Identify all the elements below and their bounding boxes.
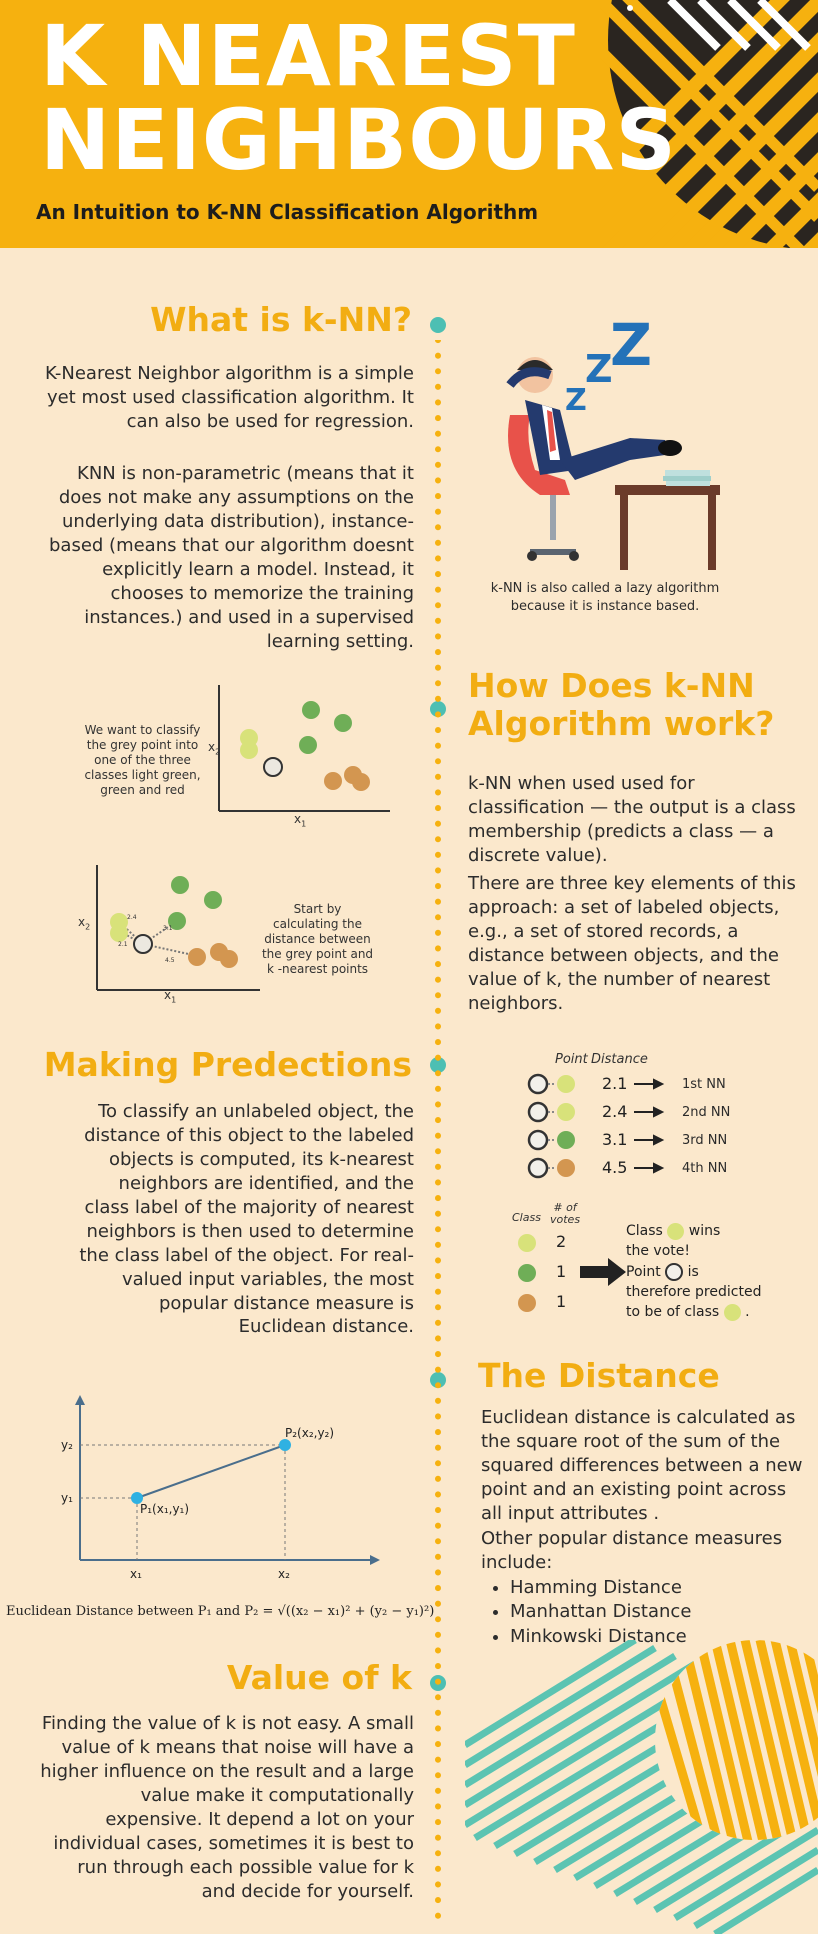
- y-axis-arrow-icon: [75, 1395, 85, 1405]
- nn-rank: 2nd NN: [682, 1105, 731, 1120]
- scatter-plot-2: 2.4 2.1 3.1 4.5: [96, 865, 260, 991]
- distance-others-intro: Other popular distance measures include:: [481, 1528, 783, 1573]
- distance-label: 4.5: [165, 957, 175, 964]
- how-heading-line-1: How Does k-NN: [468, 666, 755, 705]
- table-header-distance: Distance: [591, 1052, 648, 1067]
- winner-class-icon: [667, 1222, 685, 1240]
- timeline-node: [430, 1057, 446, 1073]
- svg-text:Z: Z: [610, 320, 652, 379]
- nn-distance: 2.1: [602, 1074, 628, 1093]
- distance-line: [142, 920, 178, 945]
- euclidean-graph: y₂ y₁ x₁ x₂ P₁(x₁,y₁) P₂(x₂,y₂): [61, 1395, 380, 1581]
- x1-label: x₁: [130, 1567, 142, 1581]
- red-point: [324, 772, 342, 790]
- nn-green: [557, 1131, 575, 1149]
- votes-graphics: [518, 1234, 626, 1312]
- timeline-node: [430, 317, 446, 333]
- green-point: [299, 736, 317, 754]
- distance-heading: The Distance: [478, 1356, 720, 1395]
- what-is-heading: What is k-NN?: [150, 300, 412, 339]
- predictions-para: To classify an unlabeled object, the dis…: [79, 1101, 414, 1338]
- plot1-x-label: x1: [294, 812, 307, 829]
- grey-query-point: [263, 757, 283, 777]
- timeline-node: [430, 701, 446, 717]
- plot2-y-label: x2: [78, 915, 91, 932]
- euclidean-formula: Euclidean Distance between P₁ and P₂ = √…: [6, 1604, 435, 1619]
- nn-rank: 4th NN: [682, 1161, 728, 1176]
- arrow-icon: [580, 1258, 626, 1286]
- lazy-caption: k-NN is also called a lazy algorithm bec…: [490, 581, 720, 614]
- predicted-class-icon: [723, 1303, 741, 1321]
- p1-label: P₁(x₁,y₁): [140, 1502, 189, 1516]
- scatter-plot-1: [218, 685, 390, 812]
- timeline-dotted-line: [435, 340, 441, 1930]
- value-k-heading: Value of k: [226, 1658, 412, 1697]
- plot2-description: Start by calculating the distance betwee…: [261, 902, 374, 976]
- nn-red: [557, 1159, 575, 1177]
- nn-distance: 3.1: [602, 1130, 628, 1149]
- vote-count: 1: [556, 1262, 567, 1281]
- how-para-2: There are three key elements of this app…: [468, 873, 796, 1014]
- p2-label: P₂(x₂,y₂): [285, 1426, 334, 1440]
- distance-label: 2.1: [118, 941, 128, 948]
- distance-measure-item: Hamming Distance: [510, 1576, 691, 1600]
- x-axis-arrow-icon: [370, 1555, 380, 1565]
- distance-measure-item: Minkowski Distance: [510, 1625, 691, 1649]
- red-point: [352, 773, 370, 791]
- bottom-stripe-decoration: [465, 1640, 818, 1934]
- x2-label: x₂: [278, 1567, 290, 1581]
- title-line-2: NEIGHBOURS: [40, 91, 678, 189]
- plot1-description: We want to classify the grey point into …: [84, 723, 201, 797]
- y2-label: y₂: [61, 1438, 73, 1452]
- votes-header-class: Class: [512, 1211, 541, 1224]
- nn-rank: 3rd NN: [682, 1133, 728, 1148]
- how-para-1: k-NN when used used for classification —…: [468, 773, 796, 866]
- what-is-para-1: K-Nearest Neighbor algorithm is a simple…: [44, 363, 414, 432]
- stripe-pattern-decoration: [600, 0, 818, 248]
- sleeping-man-illustration: Z Z Z: [506, 320, 720, 570]
- y1-label: y₁: [61, 1491, 73, 1505]
- query-point-icon: [665, 1262, 684, 1281]
- plot1-y-label: x2: [208, 740, 221, 757]
- table-header-point: Point: [555, 1052, 588, 1067]
- predictions-heading: Making Predections: [43, 1045, 412, 1084]
- distance-label: 2.4: [127, 914, 137, 921]
- distance-measure-item: Manhattan Distance: [510, 1600, 691, 1624]
- vote-result: Class wins the vote! Point is therefore …: [626, 1222, 762, 1321]
- vote-count: 2: [556, 1232, 567, 1251]
- what-is-para-2: KNN is non-parametric (means that it doe…: [49, 463, 414, 652]
- svg-text:Z: Z: [585, 347, 613, 391]
- point-p2: [279, 1439, 291, 1451]
- value-k-para: Finding the value of k is not easy. A sm…: [40, 1713, 414, 1902]
- vote-count: 1: [556, 1292, 567, 1311]
- how-heading-line-2: Algorithm work?: [468, 704, 775, 743]
- point-p1: [131, 1492, 143, 1504]
- distance-label: 3.1: [163, 925, 173, 932]
- green-point: [334, 714, 352, 732]
- distance-segment: [136, 1444, 286, 1499]
- distance-para: Euclidean distance is calculated as the …: [481, 1407, 803, 1524]
- light-green-point: [240, 741, 258, 759]
- nn-light-green: [557, 1103, 575, 1121]
- votes-header-count: # of votes: [550, 1201, 581, 1227]
- plot2-x-label: x1: [164, 988, 177, 1005]
- timeline-node: [430, 1372, 446, 1388]
- nn-distance: 4.5: [602, 1158, 628, 1177]
- nn-rank: 1st NN: [682, 1077, 726, 1092]
- nn-light-green: [557, 1075, 575, 1093]
- grey-query-point: [133, 934, 153, 954]
- subtitle: An Intuition to K-NN Classification Algo…: [36, 200, 539, 224]
- distance-measure-list: Hamming Distance Manhattan Distance Mink…: [490, 1576, 691, 1649]
- green-point: [302, 701, 320, 719]
- header-banner: K NEAREST NEIGHBOURS An Intuition to K-N…: [0, 0, 818, 248]
- nn-table-graphics: [527, 1073, 665, 1179]
- nn-distance: 2.4: [602, 1102, 628, 1121]
- title-line-1: K NEAREST: [40, 7, 576, 105]
- zzz-text: Z: [565, 383, 587, 418]
